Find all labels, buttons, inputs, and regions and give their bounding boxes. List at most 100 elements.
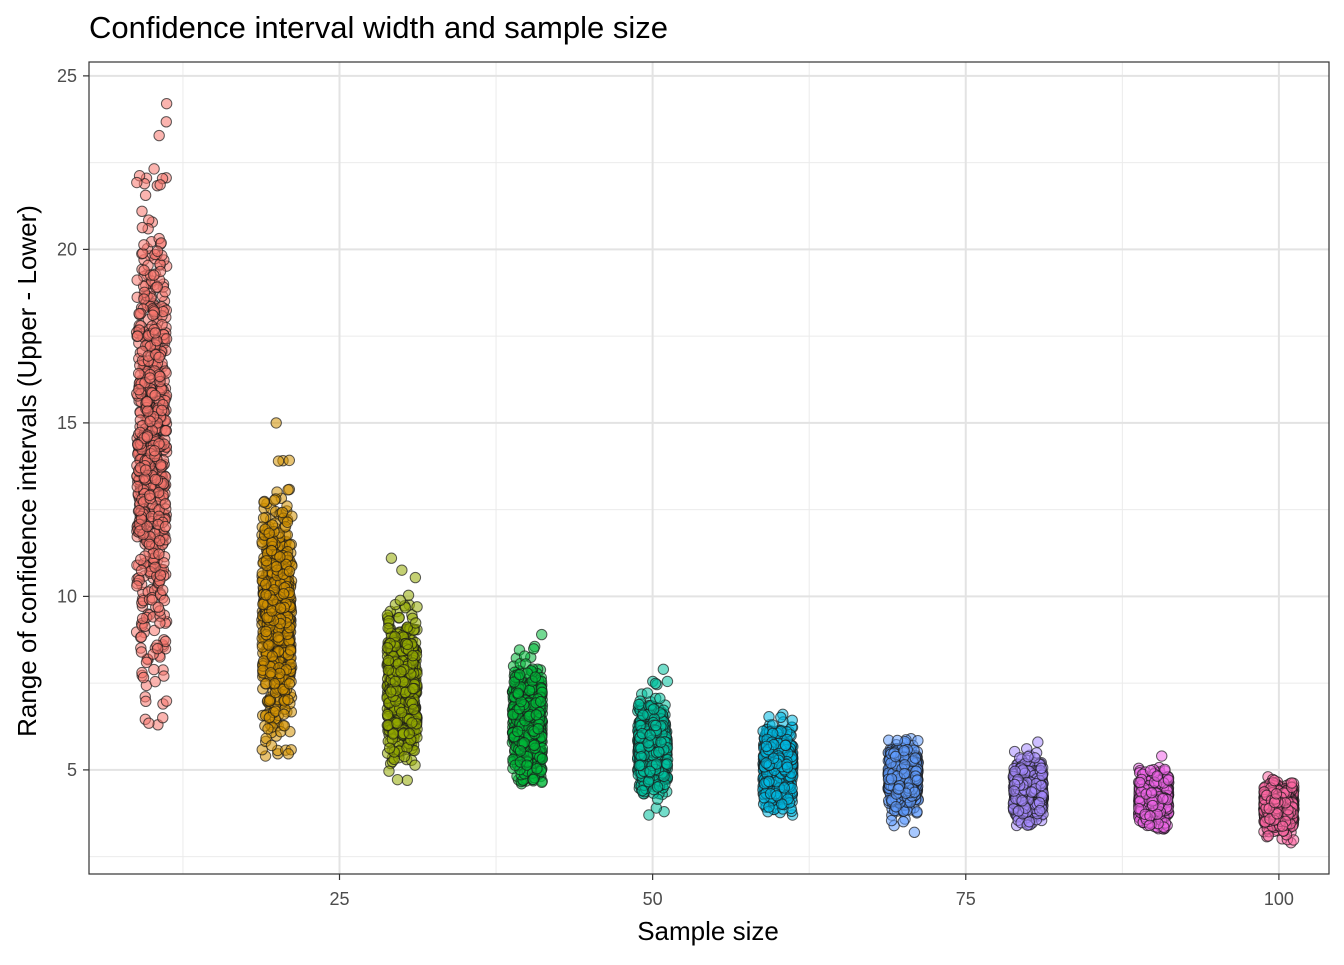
data-point	[271, 561, 281, 571]
data-point	[139, 265, 149, 275]
data-point	[780, 740, 790, 750]
data-point	[267, 651, 277, 661]
data-point	[149, 446, 159, 456]
data-point	[132, 275, 142, 285]
data-point	[264, 696, 274, 706]
data-point	[408, 650, 418, 660]
data-point	[658, 664, 668, 674]
data-point	[155, 180, 165, 190]
data-point	[515, 746, 525, 756]
data-point	[154, 352, 164, 362]
data-point	[764, 776, 774, 786]
data-point	[149, 270, 159, 280]
data-point	[283, 485, 293, 495]
data-point	[513, 688, 523, 698]
data-point	[134, 385, 144, 395]
data-point	[144, 539, 154, 549]
data-point	[153, 602, 163, 612]
data-point	[412, 602, 422, 612]
data-point	[154, 130, 164, 140]
data-point	[652, 794, 662, 804]
data-point	[138, 672, 148, 682]
data-point	[383, 665, 393, 675]
data-point	[891, 802, 901, 812]
data-point	[396, 707, 406, 717]
data-point	[512, 726, 522, 736]
data-point	[132, 482, 142, 492]
data-point	[132, 331, 142, 341]
data-point	[662, 759, 672, 769]
data-point	[275, 603, 285, 613]
data-point	[655, 693, 665, 703]
data-point	[155, 570, 165, 580]
data-point	[532, 763, 542, 773]
data-point	[137, 206, 147, 216]
data-point	[132, 177, 142, 187]
data-point	[269, 679, 279, 689]
data-point	[390, 676, 400, 686]
data-point	[386, 687, 396, 697]
data-point	[140, 190, 150, 200]
data-point	[144, 490, 154, 500]
data-point	[150, 328, 160, 338]
data-point	[530, 672, 540, 682]
data-point	[386, 553, 396, 563]
data-point	[886, 815, 896, 825]
data-point	[144, 718, 154, 728]
data-point	[537, 629, 547, 639]
data-point	[384, 743, 394, 753]
data-point	[402, 639, 412, 649]
data-point	[634, 760, 644, 770]
data-point	[408, 683, 418, 693]
data-point	[261, 579, 271, 589]
data-point	[277, 507, 287, 517]
data-point	[133, 440, 143, 450]
data-point	[161, 117, 171, 127]
data-point	[656, 737, 666, 747]
data-point	[145, 416, 155, 426]
data-point	[150, 676, 160, 686]
data-point	[279, 709, 289, 719]
data-point	[1033, 737, 1043, 747]
data-point	[149, 164, 159, 174]
data-point	[139, 294, 149, 304]
data-point	[136, 565, 146, 575]
data-point	[650, 678, 660, 688]
data-point	[890, 751, 900, 761]
data-point	[266, 545, 276, 555]
data-point	[394, 612, 404, 622]
data-point	[155, 618, 165, 628]
data-point	[142, 432, 152, 442]
data-point	[410, 618, 420, 628]
data-point	[407, 718, 417, 728]
data-point	[161, 696, 171, 706]
data-point	[148, 310, 158, 320]
data-point	[137, 222, 147, 232]
data-point	[898, 817, 908, 827]
data-point	[161, 334, 171, 344]
data-point	[263, 724, 273, 734]
data-point	[273, 456, 283, 466]
data-point	[154, 549, 164, 559]
data-point	[397, 565, 407, 575]
data-point	[139, 240, 149, 250]
data-point	[282, 517, 292, 527]
data-point	[133, 368, 143, 378]
data-point	[136, 632, 146, 642]
data-point	[284, 679, 294, 689]
data-point	[258, 599, 268, 609]
data-point	[410, 760, 420, 770]
data-point	[634, 699, 644, 709]
data-point	[912, 775, 922, 785]
data-point	[652, 782, 662, 792]
data-point	[522, 760, 532, 770]
data-point	[284, 566, 294, 576]
data-point	[528, 774, 538, 784]
data-point	[161, 98, 171, 108]
data-point	[772, 791, 782, 801]
series-group	[758, 709, 798, 820]
data-point	[161, 425, 171, 435]
data-point	[141, 657, 151, 667]
data-point	[142, 406, 152, 416]
data-point	[283, 749, 293, 759]
